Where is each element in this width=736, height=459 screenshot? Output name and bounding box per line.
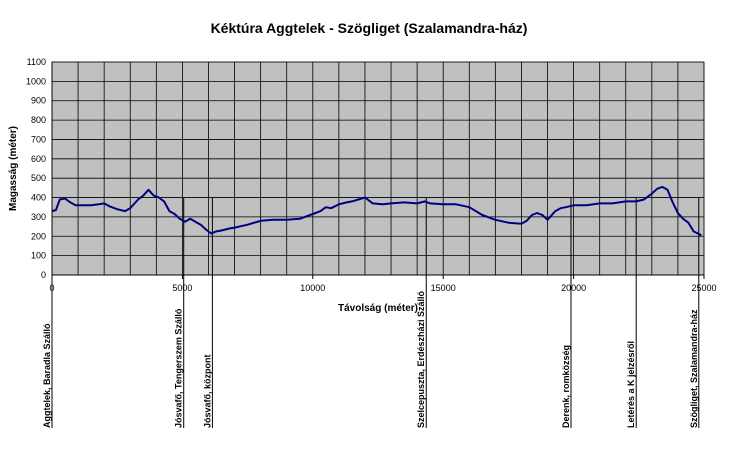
waypoint-label: Jósvafő, Tengerszem Szálló	[174, 308, 184, 428]
y-tick-label: 1100	[27, 57, 46, 67]
plot-area	[51, 61, 705, 276]
x-tick-label: 15000	[431, 283, 456, 293]
y-tick-label: 800	[31, 115, 46, 125]
y-tick-label: 200	[31, 231, 46, 241]
y-tick-label: 500	[31, 173, 46, 183]
y-axis-label: Magasság (méter)	[8, 126, 19, 211]
waypoint-label: Letérés a K jelzésről	[626, 341, 636, 428]
y-tick-label: 900	[31, 96, 46, 106]
x-tick-label: 5000	[172, 283, 192, 293]
waypoint-label: Derenk, romközség	[561, 345, 571, 428]
waypoint-label: Aggtelek, Baradla Szálló	[42, 323, 52, 428]
waypoint-label: Szögliget, Szalamandra-ház	[689, 309, 699, 428]
y-tick-label: 100	[31, 251, 46, 261]
chart-title: Kéktúra Aggtelek - Szögliget (Szalamandr…	[211, 20, 528, 36]
y-tick-labels: 0 100 200 300 400 500 600 700 800 900 1000 1100	[26, 57, 46, 280]
y-tick-label: 400	[31, 193, 46, 203]
waypoint-lines	[51, 197, 700, 428]
x-axis-label: Távolság (méter)	[338, 303, 418, 314]
elevation-series-line	[51, 185, 702, 237]
waypoint-label: Jósvafő, központ	[202, 354, 212, 428]
y-tick-label: 0	[41, 270, 46, 280]
x-tick-label: 10000	[300, 283, 325, 293]
y-tick-label: 1000	[26, 76, 46, 86]
y-tick-label: 300	[31, 212, 46, 222]
y-tick-label: 700	[31, 134, 46, 144]
waypoint-label: Szelcepuszta, Erdészházi Szálló	[416, 290, 426, 428]
x-tick-label: 20000	[561, 283, 586, 293]
y-tick-label: 600	[31, 154, 46, 164]
x-tick-label: 0	[49, 283, 54, 293]
waypoint-labels: Aggtelek, Baradla Szálló Jósvafő, Tengers…	[42, 290, 699, 428]
x-tick-labels: 0 5000 10000 15000 20000 25000	[49, 275, 717, 293]
x-tick-label: 25000	[691, 283, 716, 293]
